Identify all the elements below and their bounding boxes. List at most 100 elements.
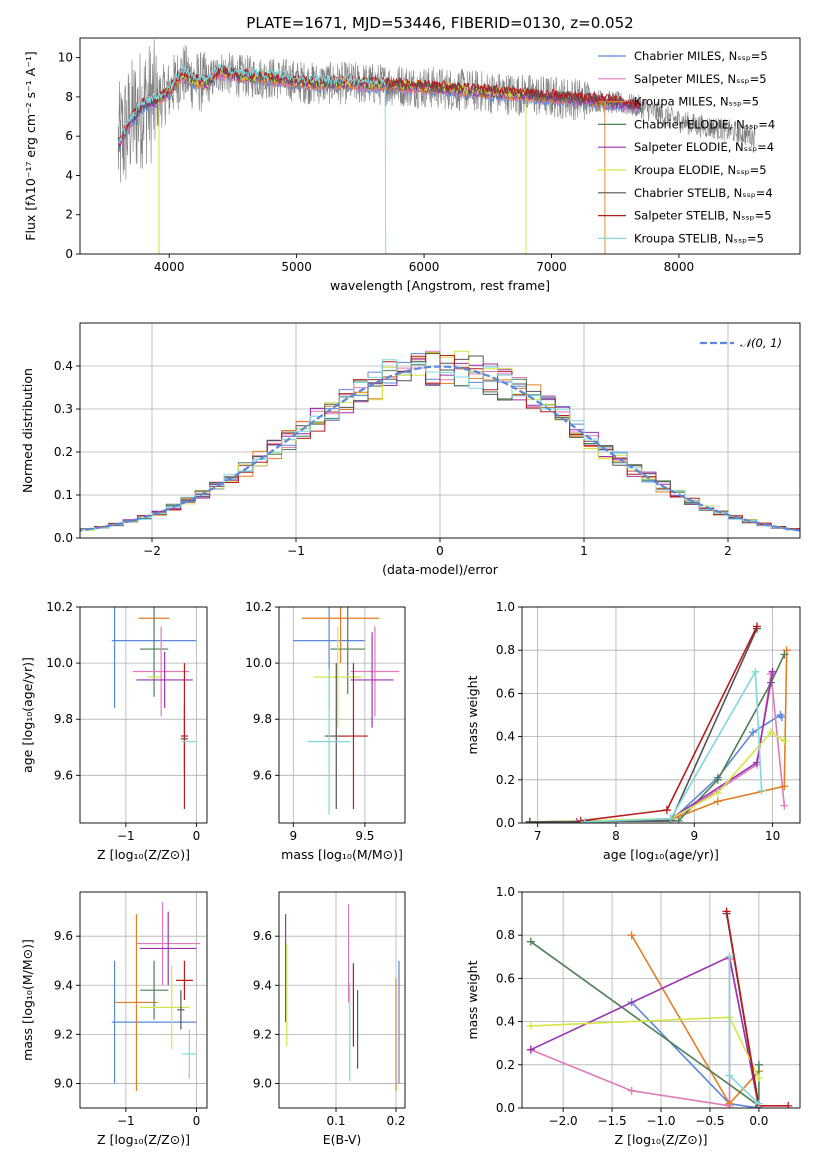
mass-weight-line <box>529 654 786 823</box>
mass-weight-marker <box>526 1045 535 1054</box>
spectrum-legend-label: Kroupa STELIB, Nₛₛₚ=5 <box>634 231 764 245</box>
mass-weight-marker <box>722 907 731 916</box>
mass-vs-ebv-xtick-label: 0.2 <box>386 1114 405 1128</box>
weight-vs-Z-xtick-label: 0.0 <box>749 1114 768 1128</box>
residuals-ytick-label: 0.3 <box>54 402 73 416</box>
weight-vs-Z-ylabel: mass weight <box>465 960 480 1039</box>
mass-vs-ebv-plot-area <box>285 904 400 1091</box>
weight-vs-age-xlabel: age [log₁₀(age/yr)] <box>603 847 719 862</box>
residuals-ytick-label: 0.4 <box>54 359 73 373</box>
spectrum-legend-label: Kroupa ELODIE, Nₛₛₚ=5 <box>634 163 767 177</box>
mass-vs-ebv-ytick-label: 9.0 <box>253 1076 272 1090</box>
mass-weight-marker <box>627 931 636 940</box>
age-vs-Z-ytick-label: 9.8 <box>54 712 73 726</box>
residuals-xtick-label: 0 <box>436 544 444 558</box>
spectrum-ytick-label: 4 <box>65 168 73 182</box>
weight-vs-age-ytick-label: 0.0 <box>496 816 515 830</box>
weight-vs-Z-xtick-label: −0.5 <box>695 1114 724 1128</box>
spectrum-frame <box>79 37 801 255</box>
weight-vs-age-xtick-label: 10 <box>765 829 780 843</box>
residuals-xtick-label: 2 <box>724 544 732 558</box>
mass-vs-ebv-ytick-label: 9.2 <box>253 1027 272 1041</box>
weight-vs-age-ylabel: mass weight <box>465 675 480 754</box>
mass-vs-ebv-frame <box>278 891 406 1109</box>
mass-weight-marker <box>780 801 789 810</box>
spectrum-model-line <box>117 63 387 254</box>
spectrum-model-line <box>117 64 641 146</box>
spectrum-ytick-label: 2 <box>65 208 73 222</box>
mass-weight-marker <box>780 736 789 745</box>
age-vs-Z-ylabel: age [log₁₀(age/yr)] <box>20 657 35 773</box>
mass-weight-marker <box>713 788 722 797</box>
weight-vs-Z-xtick-label: −1.0 <box>646 1114 675 1128</box>
weight-vs-Z-xlabel: Z [log₁₀(Z/Z⊙)] <box>615 1132 708 1147</box>
mass-weight-marker <box>767 728 776 737</box>
spectrum-legend-label: Kroupa MILES, Nₛₛₚ=5 <box>634 95 759 109</box>
residuals-ylabel: Normed distribution <box>20 368 35 493</box>
spectrum-xlabel: wavelength [Angstrom, rest frame] <box>330 278 550 293</box>
mass-weight-line <box>537 731 785 823</box>
spectrum-ytick-label: 8 <box>65 90 73 104</box>
mass-weight-line <box>584 669 763 823</box>
weight-vs-age-xtick-label: 9 <box>690 829 698 843</box>
mass-weight-marker <box>526 937 535 946</box>
weight-vs-Z-xtick-label: −2.0 <box>549 1114 578 1128</box>
mass-vs-Z-frame <box>79 891 208 1109</box>
spectrum-legend-label: Salpeter ELODIE, Nₛₛₚ=4 <box>634 140 774 154</box>
age-vs-Z-xlabel: Z [log₁₀(Z/Z⊙)] <box>97 847 190 862</box>
spectrum-xtick-label: 5000 <box>281 260 312 274</box>
spectrum-legend-label: Chabrier MILES, Nₛₛₚ=5 <box>634 49 768 63</box>
mass-weight-marker <box>674 816 683 823</box>
mass-vs-Z-xtick-label: 0 <box>193 1114 201 1128</box>
spectrum-plot-area <box>117 39 756 254</box>
residuals-axes: −2 −1 0 1 2 0.0 0.1 0.2 0.3 0.4 (data-model)/error… <box>20 322 801 577</box>
mass-weight-line <box>530 1016 760 1079</box>
mass-weight-marker <box>754 1099 763 1108</box>
age-vs-mass-plot-area <box>293 607 400 815</box>
age-vs-Z-ytick-label: 10.2 <box>46 600 73 614</box>
weight-vs-Z-ytick-label: 0.0 <box>496 1101 515 1115</box>
mass-vs-Z-ytick-label: 9.6 <box>54 929 73 943</box>
weight-vs-Z-ytick-label: 1.0 <box>496 885 515 899</box>
spectrum-ytick-label: 6 <box>65 129 73 143</box>
age-vs-mass-frame <box>278 606 406 824</box>
age-vs-Z-frame <box>79 606 208 824</box>
weight-vs-age-ytick-label: 0.4 <box>496 730 515 744</box>
spectrum-xtick-label: 4000 <box>154 260 185 274</box>
mass-vs-Z-plot-area <box>111 901 200 1091</box>
spectrum-legend-label: Salpeter STELIB, Nₛₛₚ=5 <box>634 209 772 223</box>
mass-weight-marker <box>752 622 761 631</box>
age-vs-mass-xlabel: mass [log₁₀(M/M⊙)] <box>281 847 403 862</box>
mass-vs-ebv-axes: 0.1 0.2 9.0 9.2 9.4 9.6 E(B-V) <box>253 891 406 1147</box>
mass-vs-ebv-ytick-label: 9.6 <box>253 929 272 943</box>
weight-vs-age-frame <box>521 606 801 824</box>
weight-vs-Z-ytick-label: 0.2 <box>496 1058 515 1072</box>
mass-weight-marker <box>525 817 534 823</box>
mass-weight-line <box>530 958 760 1107</box>
mass-weight-marker <box>576 816 585 823</box>
mass-weight-line <box>529 673 786 823</box>
mass-weight-marker <box>780 782 789 791</box>
weight-vs-age-xtick-label: 7 <box>534 829 542 843</box>
weight-vs-age-axes: 7 8 9 10 0.0 0.2 0.4 0.6 0.8 1.0 age [log₁₀(age/yr… <box>465 600 801 862</box>
age-vs-mass-ytick-label: 9.6 <box>253 768 272 782</box>
age-vs-mass-ytick-label: 9.8 <box>253 712 272 726</box>
age-vs-Z-xtick-label: 0 <box>193 829 201 843</box>
weight-vs-age-ytick-label: 1.0 <box>496 600 515 614</box>
residuals-xlabel: (data-model)/error <box>382 562 499 577</box>
weight-vs-age-ytick-label: 0.2 <box>496 773 515 787</box>
weight-vs-age-ytick-label: 0.8 <box>496 643 515 657</box>
residuals-xtick-label: −2 <box>143 544 161 558</box>
residuals-ytick-label: 0.2 <box>54 445 73 459</box>
weight-vs-Z-ytick-label: 0.8 <box>496 928 515 942</box>
spectrum-xtick-label: 8000 <box>664 260 695 274</box>
age-vs-mass-xtick-label: 9.5 <box>355 829 374 843</box>
mass-weight-line <box>580 626 758 822</box>
gaussian-reference-line <box>80 365 800 532</box>
mass-weight-marker <box>784 1101 793 1108</box>
mass-weight-marker <box>725 952 734 961</box>
mass-weight-marker <box>725 1071 734 1080</box>
weight-vs-Z-ytick-label: 0.4 <box>496 1015 515 1029</box>
age-vs-mass-ytick-label: 10.2 <box>245 600 272 614</box>
